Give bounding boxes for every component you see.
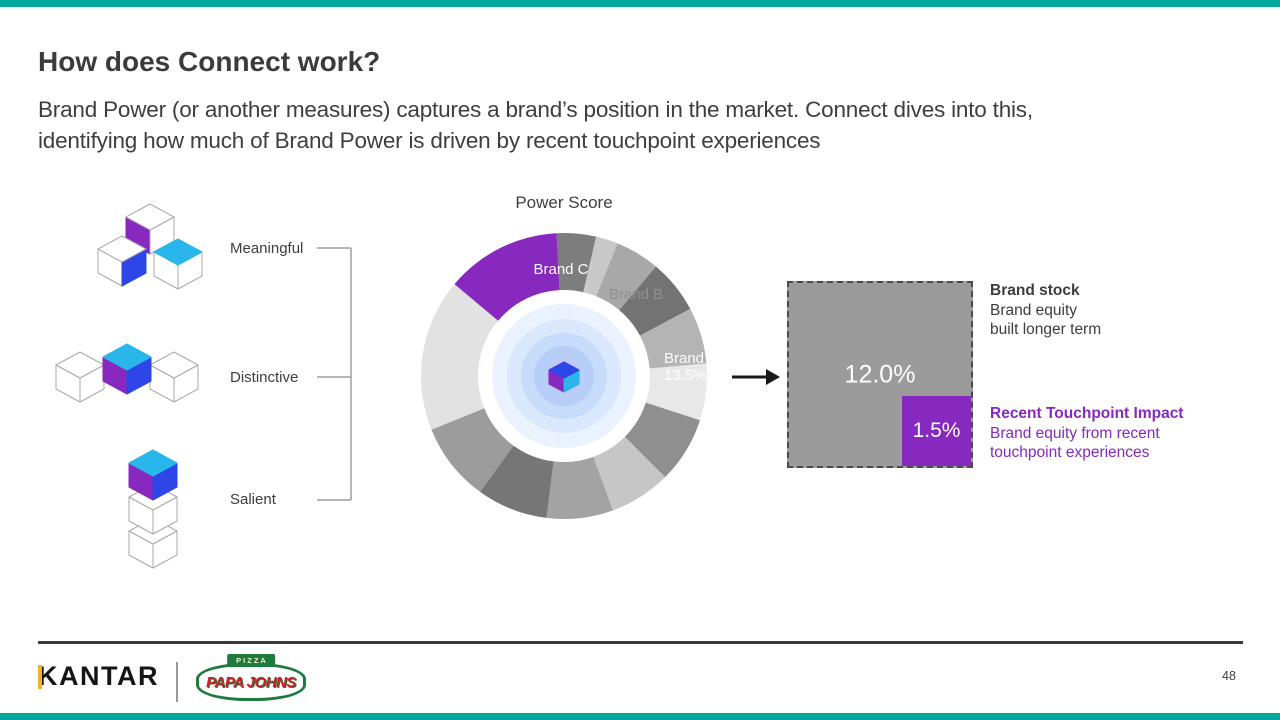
cube-face	[128, 449, 178, 477]
donut-segment-11	[421, 284, 499, 430]
kantar-gold-accent	[38, 665, 42, 689]
touchpoint-desc-1: Brand equity from recent	[990, 424, 1160, 442]
footer-rule	[38, 641, 1243, 644]
logo-divider	[176, 662, 178, 702]
donut-segment-3	[619, 266, 691, 336]
brand-stock-value: 12.0%	[844, 360, 916, 388]
top-accent-bar	[0, 0, 1280, 7]
brand-stock-desc-2: built longer term	[990, 321, 1102, 338]
cube-face	[55, 351, 105, 379]
brand-stock-caption: Brand stock Brand equity built longer te…	[990, 281, 1101, 340]
donut-segment-1	[583, 236, 618, 297]
touchpoint-caption: Recent Touchpoint Impact Brand equity fr…	[990, 404, 1183, 463]
brand-stock-square: 12.0% 1.5%	[787, 281, 973, 468]
bracket-lines	[317, 247, 352, 501]
donut-label-brand-a: Brand A 13.5%	[664, 350, 718, 384]
papa-name-text: PAPA JOHNS	[206, 673, 296, 691]
label-meaningful: Meaningful	[230, 240, 304, 257]
donut-segment-7	[593, 436, 666, 511]
donut-segment-9	[479, 445, 554, 518]
donut-segment-10	[431, 408, 514, 492]
distinctive-cubes-icon	[55, 343, 199, 403]
cube-face	[125, 203, 175, 231]
cube-face	[102, 343, 152, 371]
bottom-accent-bar	[0, 713, 1280, 720]
cube-face	[548, 361, 580, 379]
label-distinctive: Distinctive	[230, 369, 299, 386]
meaningful-cubes-icon	[97, 203, 203, 290]
cube-face	[97, 235, 147, 263]
touchpoint-square: 1.5%	[902, 396, 971, 466]
brand-a-name: Brand A	[664, 350, 718, 367]
donut-segment-8	[546, 456, 613, 519]
donut-segment-5	[645, 363, 707, 421]
donut-segment-2	[596, 243, 656, 311]
donut-segment-6	[624, 402, 701, 478]
donut-segment-0	[556, 233, 597, 293]
chart-title: Power Score	[515, 193, 613, 212]
touchpoint-title: Recent Touchpoint Impact	[990, 405, 1184, 422]
touchpoint-desc-2: touchpoint experiences	[990, 444, 1150, 461]
donut-label-brand-b: Brand B	[608, 286, 664, 303]
papa-pizza-ribbon: PIZZA	[227, 654, 275, 667]
touchpoint-value: 1.5%	[912, 419, 961, 442]
donut-segment-12	[454, 233, 560, 321]
cube-face	[153, 238, 203, 266]
cube-face	[149, 351, 199, 379]
papa-shield: PAPA JOHNS	[196, 663, 306, 701]
page-number: 48	[1222, 669, 1236, 683]
papa-johns-logo: PIZZA PAPA JOHNS	[196, 654, 306, 704]
center-cube-icon	[548, 361, 580, 393]
brand-stock-title: Brand stock	[990, 282, 1080, 299]
donut-label-brand-c: Brand C	[533, 261, 589, 278]
salient-cubes-icon	[128, 449, 178, 569]
arrow-right-icon	[732, 369, 780, 385]
kantar-logo: KANTAR	[38, 661, 159, 691]
donut-segment-4	[639, 308, 707, 369]
subtitle-line-2: identifying how much of Brand Power is d…	[38, 128, 821, 153]
brand-stock-desc-1: Brand equity	[990, 301, 1078, 319]
brand-a-value: 13.5%	[664, 367, 707, 384]
label-salient: Salient	[230, 491, 276, 508]
subtitle-line-1: Brand Power (or another measures) captur…	[38, 97, 1033, 122]
page-title: How does Connect work?	[38, 46, 381, 77]
